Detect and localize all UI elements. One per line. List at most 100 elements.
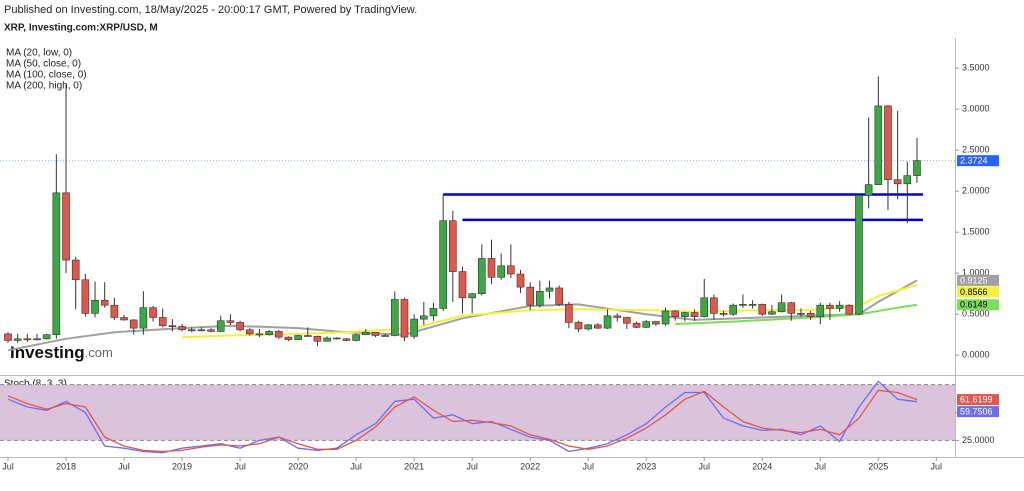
legend-entry: MA (200, high, 0) (6, 81, 82, 92)
stoch-y-tick-label: 25.0000 (962, 435, 995, 445)
candle-body (216, 320, 225, 332)
candle-body (584, 324, 593, 330)
candle-body (390, 299, 399, 336)
candle-body (671, 310, 680, 317)
candle-body (100, 299, 109, 306)
candle-body (236, 322, 244, 331)
candle-body (284, 336, 293, 340)
value-tag-label: 2.3724 (960, 156, 988, 166)
candle-body (516, 273, 525, 288)
candle-body (835, 304, 844, 309)
value-tag (957, 406, 999, 418)
legend-entry: MA (100, close, 0) (6, 70, 87, 81)
x-tick-label: 2022 (520, 461, 540, 471)
candle-body (845, 304, 854, 315)
candle-body (458, 271, 467, 299)
candle-body (507, 265, 515, 275)
y-tick-label: 1.0000 (962, 268, 990, 278)
candle-body (729, 304, 738, 315)
candle-body (748, 304, 757, 306)
x-tick-label: 2024 (752, 461, 772, 471)
candle-body (623, 317, 631, 324)
candle-body (758, 304, 767, 315)
x-tick-label: 2025 (868, 461, 888, 471)
candle-body (265, 331, 273, 336)
x-tick-label: Jul (931, 461, 943, 471)
y-tick-label: 3.5000 (962, 63, 990, 73)
value-tag (957, 299, 999, 311)
candle-body (710, 297, 718, 314)
candle-body (303, 335, 312, 337)
candle-body (787, 302, 796, 314)
candle-body (81, 279, 90, 314)
value-tag-label: 0.6149 (960, 300, 988, 310)
stoch-line (7, 389, 918, 453)
candle-body (603, 315, 612, 329)
x-tick-label: 2023 (636, 461, 656, 471)
value-tag-label: 59.7506 (960, 406, 993, 416)
candle-body (700, 297, 709, 317)
candle-body (323, 337, 331, 342)
candle-body (381, 335, 389, 337)
candle-body (903, 175, 912, 185)
x-tick-label: 2018 (56, 461, 76, 471)
candle-body (361, 331, 370, 335)
candle-body (642, 321, 651, 328)
value-tag-label: 61.6199 (960, 394, 993, 404)
candle-body (420, 315, 428, 320)
candle-body (806, 313, 815, 317)
watermark-brand: Investing (10, 343, 85, 362)
candle-body (777, 302, 786, 313)
candle-body (768, 311, 776, 315)
candle-body (178, 326, 186, 331)
candle-body (71, 259, 80, 281)
candle-body (487, 258, 496, 278)
value-tag (957, 286, 999, 298)
symbol-title: XRP, Investing.com:XRP/USD, M (4, 23, 158, 34)
candle-body (439, 220, 447, 309)
x-tick-label: Jul (815, 461, 827, 471)
candle-body (690, 312, 699, 317)
x-tick-label: 2021 (404, 461, 424, 471)
candle-body (120, 317, 128, 321)
candle-body (565, 304, 573, 323)
candle-body (429, 308, 438, 317)
candle-body (149, 307, 157, 318)
candle-body (52, 192, 61, 335)
candle-body (197, 329, 206, 332)
candle-body (719, 313, 728, 315)
candle-body (497, 265, 505, 278)
x-tick-label: 2019 (172, 461, 192, 471)
candle-body (400, 299, 409, 338)
candle-body (91, 299, 99, 314)
candle-body (226, 320, 235, 323)
candle-body (129, 319, 138, 329)
x-tick-label: Jul (466, 461, 478, 471)
x-tick-label: Jul (582, 461, 594, 471)
candle-body (855, 195, 863, 315)
candle-body (826, 304, 834, 309)
candle-body (62, 192, 70, 261)
watermark: Investing.com (10, 343, 113, 362)
candle-body (33, 338, 41, 341)
x-tick-label: Jul (118, 461, 130, 471)
candle-body (23, 338, 32, 341)
published-note: Published on Investing.com, 18/May/2025 … (4, 4, 417, 16)
candle-body (526, 286, 534, 306)
candle-body (255, 333, 264, 336)
y-tick-label: 2.5000 (962, 145, 990, 155)
stoch-band (0, 384, 955, 441)
candle-body (884, 105, 892, 181)
candle-body (207, 329, 215, 332)
legend-entry: MA (50, close, 0) (6, 59, 81, 70)
x-tick-label: 2020 (288, 461, 308, 471)
candle-body (632, 322, 641, 328)
candle-body (410, 318, 418, 337)
candle-body (4, 333, 12, 341)
y-tick-label: 0.5000 (962, 309, 990, 319)
candle-body (158, 317, 167, 326)
x-tick-label: Jul (350, 461, 362, 471)
candle-body (274, 331, 283, 338)
